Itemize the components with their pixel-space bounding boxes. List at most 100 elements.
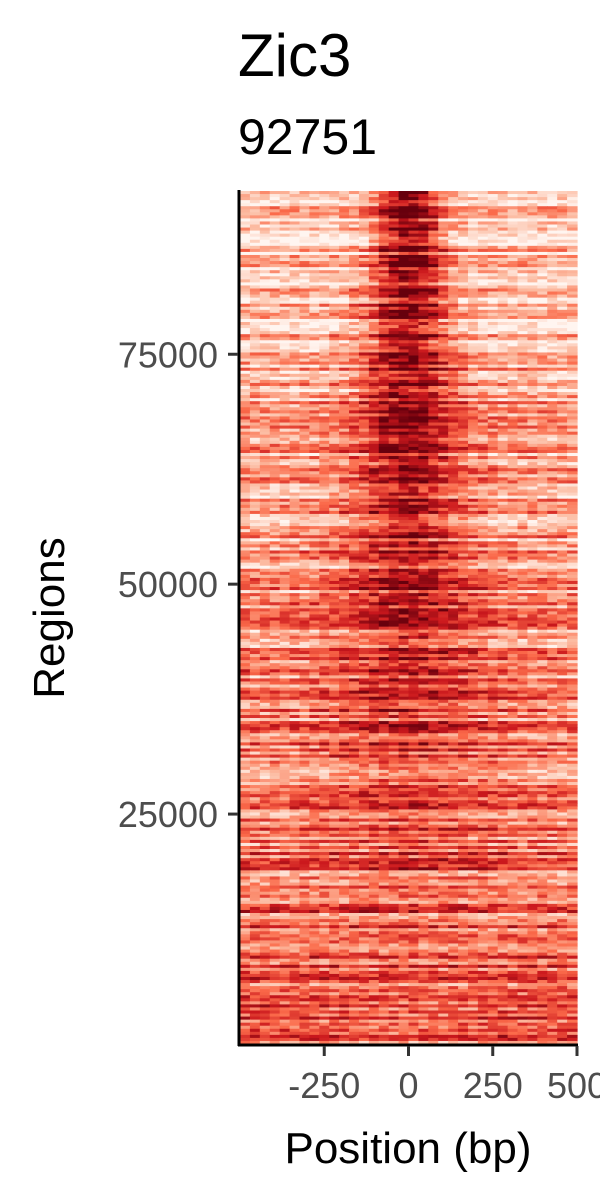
heatmap-cell bbox=[418, 385, 429, 390]
heatmap-cell bbox=[240, 416, 251, 421]
heatmap-cell bbox=[309, 254, 320, 259]
heatmap-cell bbox=[567, 230, 578, 235]
heatmap-cell bbox=[517, 623, 529, 628]
heatmap-cell bbox=[567, 376, 578, 381]
heatmap-cell bbox=[567, 355, 578, 360]
heatmap-cell bbox=[339, 605, 350, 609]
heatmap-cell bbox=[418, 523, 429, 527]
heatmap-cell bbox=[309, 498, 320, 503]
heatmap-cell bbox=[507, 568, 519, 573]
heatmap-cell bbox=[418, 303, 429, 308]
heatmap-cell bbox=[309, 285, 320, 290]
heatmap-cell bbox=[319, 276, 330, 280]
heatmap-cell bbox=[249, 361, 261, 366]
heatmap-cell bbox=[289, 468, 301, 472]
heatmap-cell bbox=[289, 422, 301, 427]
heatmap-cell bbox=[378, 623, 390, 628]
heatmap-cell bbox=[388, 443, 400, 448]
heatmap-cell bbox=[388, 242, 400, 247]
heatmap-cell bbox=[458, 291, 469, 296]
heatmap-cell bbox=[567, 571, 578, 576]
heatmap-cell bbox=[240, 355, 251, 360]
heatmap-cell bbox=[537, 398, 548, 402]
heatmap-cell bbox=[438, 468, 449, 472]
heatmap-cell bbox=[547, 623, 558, 628]
heatmap-cell bbox=[240, 233, 251, 238]
heatmap-cell bbox=[368, 392, 380, 396]
heatmap-cell bbox=[497, 486, 509, 491]
heatmap-cell bbox=[398, 495, 410, 500]
heatmap-cell bbox=[319, 315, 330, 320]
heatmap-cell bbox=[388, 477, 400, 482]
heatmap-cell bbox=[458, 608, 469, 613]
heatmap-cell bbox=[458, 191, 469, 195]
heatmap-cell bbox=[299, 599, 310, 603]
heatmap-cell bbox=[368, 337, 380, 341]
heatmap-cell bbox=[507, 215, 519, 220]
heatmap-cell bbox=[537, 215, 548, 220]
heatmap-cell bbox=[567, 364, 578, 369]
heatmap-cell bbox=[537, 431, 548, 436]
heatmap-cell bbox=[517, 529, 529, 533]
heatmap-cell bbox=[388, 230, 400, 235]
heatmap-cell bbox=[557, 212, 568, 216]
heatmap-cell bbox=[507, 221, 519, 226]
heatmap-cell bbox=[309, 251, 320, 256]
heatmap-cell bbox=[378, 422, 390, 427]
heatmap-cell bbox=[358, 446, 370, 451]
heatmap-cell bbox=[349, 608, 360, 613]
heatmap-cell bbox=[319, 248, 330, 253]
heatmap-cell bbox=[477, 224, 489, 229]
heatmap-cell bbox=[467, 230, 479, 235]
heatmap-cell bbox=[358, 264, 370, 268]
heatmap-cell bbox=[259, 385, 271, 390]
heatmap-cell bbox=[279, 446, 291, 451]
heatmap-cell bbox=[240, 300, 251, 305]
heatmap-cell bbox=[319, 416, 330, 421]
heatmap-cell bbox=[398, 626, 410, 631]
heatmap-cell bbox=[527, 340, 538, 344]
heatmap-cell bbox=[388, 593, 400, 597]
heatmap-cell bbox=[428, 401, 439, 405]
heatmap-cell bbox=[339, 449, 350, 454]
heatmap-cell bbox=[477, 398, 489, 402]
heatmap-cell bbox=[279, 248, 291, 253]
heatmap-cell bbox=[349, 611, 360, 616]
heatmap-cell bbox=[448, 489, 459, 494]
heatmap-cell bbox=[497, 489, 509, 494]
heatmap-cell bbox=[279, 389, 291, 393]
heatmap-cell bbox=[527, 626, 538, 631]
heatmap-cell bbox=[240, 520, 251, 524]
heatmap-cell bbox=[487, 498, 499, 503]
heatmap-cell bbox=[467, 419, 479, 424]
heatmap-cell bbox=[368, 468, 380, 472]
heatmap-cell bbox=[458, 221, 469, 226]
heatmap-cell bbox=[358, 486, 370, 491]
heatmap-cell bbox=[438, 343, 449, 347]
heatmap-cell bbox=[358, 358, 370, 363]
heatmap-cell bbox=[428, 215, 439, 220]
heatmap-cell bbox=[507, 544, 519, 549]
heatmap-cell bbox=[458, 434, 469, 439]
heatmap-cell bbox=[339, 206, 350, 210]
heatmap-cell bbox=[497, 261, 509, 265]
heatmap-cell bbox=[378, 245, 390, 250]
heatmap-cell bbox=[319, 446, 330, 451]
heatmap-cell bbox=[458, 620, 469, 625]
heatmap-cell bbox=[259, 331, 271, 335]
heatmap-cell bbox=[249, 203, 261, 207]
heatmap-cell bbox=[309, 577, 320, 582]
heatmap-cell bbox=[517, 565, 529, 570]
heatmap-cell bbox=[567, 245, 578, 250]
heatmap-cell bbox=[269, 303, 281, 308]
heatmap-cell bbox=[487, 538, 499, 542]
heatmap-cell bbox=[259, 282, 271, 287]
heatmap-cell bbox=[567, 294, 578, 299]
heatmap-cell bbox=[418, 248, 429, 253]
heatmap-cell bbox=[339, 318, 350, 323]
heatmap-cell bbox=[309, 279, 320, 283]
heatmap-cell bbox=[309, 382, 320, 387]
heatmap-cell bbox=[557, 510, 568, 515]
heatmap-cell bbox=[438, 288, 449, 293]
heatmap-cell bbox=[467, 504, 479, 509]
